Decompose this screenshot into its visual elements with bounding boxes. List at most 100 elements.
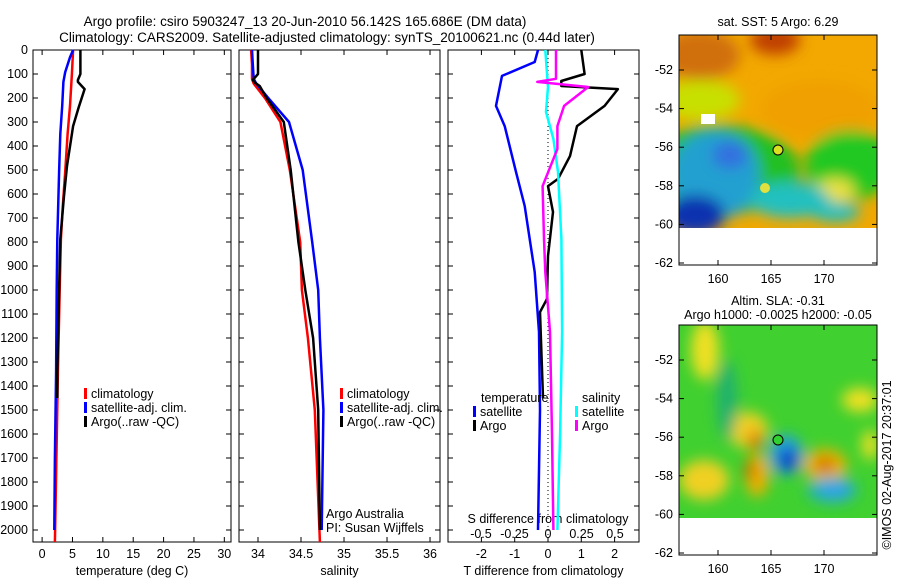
legend-marker — [340, 402, 343, 413]
salinity-series-argo-raw-qc — [251, 50, 322, 531]
s-diff-tick-label: 0.25 — [569, 527, 593, 541]
institution-label: Argo Australia — [326, 507, 404, 521]
lat-tick-label: -52 — [655, 353, 673, 367]
lon-tick-label: 165 — [761, 562, 782, 576]
legend-label: satellite-adj. clim. — [91, 401, 187, 415]
lat-tick-label: -62 — [655, 256, 673, 270]
depth-tick-label: 1400 — [0, 379, 28, 393]
sst-map-axes: -52 -54 -56 -58 -60 -62 160 165 170 — [655, 35, 877, 286]
temperature-panel: 0100200300400500600700800900100011001200… — [0, 43, 232, 578]
legend-label: satellite-adj. clim. — [347, 401, 443, 415]
salinity-plot-frame — [238, 49, 441, 543]
legend-header-salinity: salinity — [582, 391, 621, 405]
legend-marker — [340, 416, 343, 427]
lon-tick-label: 170 — [814, 562, 835, 576]
lat-tick-label: -54 — [655, 102, 673, 116]
difference-axis-label: T difference from climatology — [463, 564, 624, 578]
sla-map-frame — [678, 324, 878, 556]
x-tick-label: 5 — [69, 547, 76, 561]
legend-header-temperature: temperature — [481, 391, 548, 405]
sla-map-axes: -52 -54 -56 -58 -60 -62 160 165 170 — [655, 325, 877, 576]
depth-tick-label: 900 — [7, 259, 28, 273]
lat-tick-label: -54 — [655, 392, 673, 406]
x-tick-label: 1 — [578, 547, 585, 561]
credit-text: ©IMOS 02-Aug-2017 20:37:01 — [880, 380, 894, 549]
pi-label: PI: Susan Wijffels — [326, 521, 424, 535]
depth-tick-label: 300 — [7, 115, 28, 129]
depth-tick-label: 1300 — [0, 355, 28, 369]
s-diff-tick-label: 0 — [545, 527, 552, 541]
difference-panel: -2 -1 0 1 2 T difference from climatology -0.5… — [447, 49, 640, 578]
salinity-series-climatology — [249, 49, 322, 543]
legend-label: Argo(..raw -QC) — [91, 415, 179, 429]
s-diff-tick-label: 0.5 — [606, 527, 623, 541]
temperature-plot-frame — [32, 49, 232, 543]
temperature-series-satellite-adj-clim — [53, 49, 75, 531]
lon-tick-label: 160 — [708, 562, 729, 576]
salinity-panel: 34 34.5 35 35.5 36 salinity climatologysatelli… — [238, 49, 443, 578]
x-tick-label: 10 — [96, 547, 110, 561]
x-tick-label: 0 — [39, 547, 46, 561]
sst-field — [679, 35, 877, 228]
legend-marker — [473, 406, 476, 417]
sla-map-subtitle: Argo h1000: -0.0025 h2000: -0.05 — [684, 308, 872, 322]
s-diff-tick-label: -0.5 — [470, 527, 492, 541]
x-tick-label: -1 — [509, 547, 520, 561]
x-tick-label: -2 — [476, 547, 487, 561]
legend-marker — [84, 416, 87, 427]
depth-tick-label: 1000 — [0, 283, 28, 297]
figure-title-line2: Climatology: CARS2009. Satellite-adjuste… — [59, 30, 595, 45]
x-tick-label: 35 — [337, 547, 351, 561]
legend-label: satellite — [582, 405, 624, 419]
lat-tick-label: -60 — [655, 507, 673, 521]
lat-tick-label: -62 — [655, 546, 673, 560]
lon-tick-label: 165 — [761, 272, 782, 286]
legend-marker — [84, 402, 87, 413]
depth-tick-label: 800 — [7, 235, 28, 249]
legend-marker — [84, 388, 87, 399]
depth-tick-label: 0 — [21, 43, 28, 57]
sst-map-title: sat. SST: 5 Argo: 6.29 — [718, 15, 839, 29]
lat-tick-label: -52 — [655, 63, 673, 77]
lon-tick-label: 160 — [708, 272, 729, 286]
lat-tick-label: -56 — [655, 140, 673, 154]
x-tick-label: 35.5 — [375, 547, 399, 561]
depth-tick-label: 1800 — [0, 475, 28, 489]
legend-label: climatology — [347, 387, 410, 401]
depth-tick-label: 1900 — [0, 499, 28, 513]
temperature-axis-label: temperature (deg C) — [76, 564, 189, 578]
x-tick-label: 34.5 — [289, 547, 313, 561]
difference-series-salinity-argo — [536, 50, 590, 531]
sla-field — [679, 325, 877, 518]
x-tick-label: 25 — [187, 547, 201, 561]
x-tick-label: 34 — [251, 547, 265, 561]
depth-tick-label: 1600 — [0, 427, 28, 441]
x-tick-label: 36 — [423, 547, 437, 561]
sst-map-frame — [678, 34, 878, 266]
depth-tick-label: 1100 — [1, 307, 28, 321]
s-diff-tick-label: -0.25 — [500, 527, 529, 541]
legend-label: Argo — [480, 419, 506, 433]
sla-map: Altim. SLA: -0.31 Argo h1000: -0.0025 h2… — [678, 294, 878, 556]
depth-tick-label: 700 — [7, 211, 28, 225]
figure-title-line1: Argo profile: csiro 5903247_13 20-Jun-20… — [84, 14, 527, 29]
s-diff-axis-label: S difference from climatology — [468, 512, 630, 526]
legend-marker — [575, 420, 578, 431]
x-tick-label: 30 — [217, 547, 231, 561]
x-tick-label: 2 — [611, 547, 618, 561]
argo-position-marker-sla — [772, 434, 784, 446]
lat-tick-label: -58 — [655, 179, 673, 193]
difference-series-temperature-argo — [538, 49, 620, 399]
lat-tick-label: -56 — [655, 430, 673, 444]
x-tick-label: 15 — [126, 547, 140, 561]
difference-series-temperature-satellite — [494, 49, 542, 531]
depth-tick-label: 200 — [7, 91, 28, 105]
x-tick-label: 0 — [545, 547, 552, 561]
temperature-series-argo-raw-qc — [56, 50, 86, 398]
legend-label: Argo(..raw -QC) — [347, 415, 435, 429]
legend-label: Argo — [582, 419, 608, 433]
sla-map-title: Altim. SLA: -0.31 — [731, 294, 825, 308]
lat-tick-label: -60 — [655, 217, 673, 231]
lon-tick-label: 170 — [814, 272, 835, 286]
